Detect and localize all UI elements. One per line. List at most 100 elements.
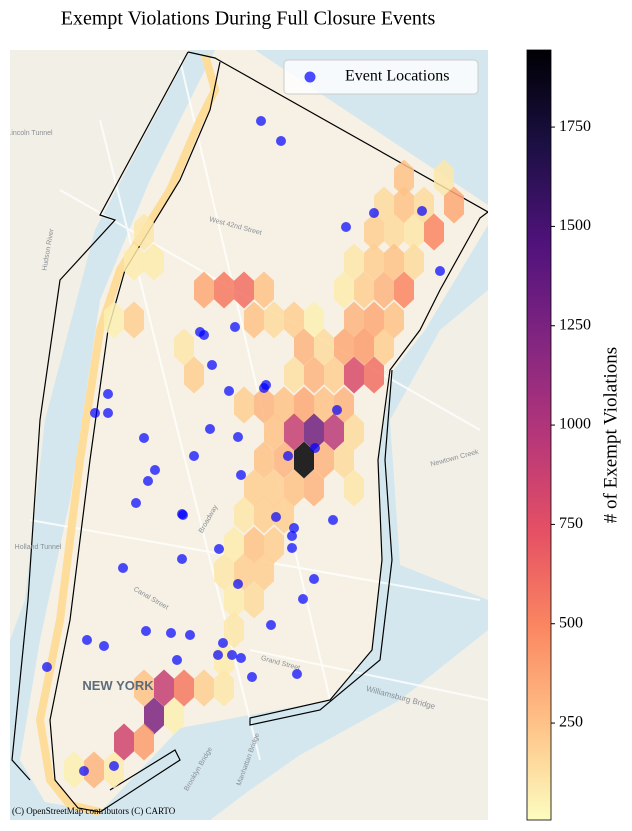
hexbin — [264, 526, 284, 564]
land-brooklyn — [210, 630, 488, 820]
hexbin — [254, 553, 274, 591]
hexbin — [134, 213, 154, 251]
event-point — [141, 626, 151, 636]
hexbin — [174, 669, 194, 707]
hexbin — [284, 356, 304, 394]
event-point — [309, 574, 319, 584]
hexbin — [254, 441, 274, 479]
hexbin — [334, 328, 354, 366]
event-point — [283, 451, 293, 461]
colorbar-tick-label: 500 — [559, 614, 583, 631]
hexbin — [304, 356, 324, 394]
basemap-label: Lincoln Tunnel — [7, 130, 53, 137]
event-point — [289, 523, 299, 533]
hexbin — [224, 611, 244, 649]
hexbin — [294, 386, 314, 424]
hexbin-layer — [64, 159, 464, 789]
hexbin — [384, 301, 404, 339]
hexbin — [254, 271, 274, 309]
hexbin — [284, 301, 304, 339]
event-points — [42, 116, 445, 776]
colorbar-ticks: 250 500 750 1000 1250 1500 1750 — [551, 118, 591, 731]
hexbin — [264, 469, 284, 507]
event-point — [131, 498, 141, 508]
hexbin — [284, 413, 304, 451]
hexbin — [394, 159, 414, 197]
event-point — [42, 662, 52, 672]
hexbin — [344, 243, 364, 281]
hexbin — [244, 301, 264, 339]
event-point — [150, 465, 160, 475]
hexbin — [124, 301, 144, 339]
hexbin — [264, 413, 284, 451]
event-point — [247, 672, 257, 682]
hexbin — [394, 271, 414, 309]
hexbin — [184, 356, 204, 394]
event-point — [185, 630, 195, 640]
zone-strip — [35, 53, 220, 816]
event-point — [178, 510, 188, 520]
hexbin — [364, 356, 384, 394]
event-point — [417, 206, 427, 216]
event-point — [310, 443, 320, 453]
event-point — [214, 544, 224, 554]
hexbin — [334, 271, 354, 309]
street — [249, 649, 488, 701]
event-point — [287, 543, 297, 553]
hexbin — [254, 496, 274, 534]
event-point — [236, 470, 246, 480]
hexbin — [124, 243, 144, 281]
event-point — [90, 408, 100, 418]
event-point — [177, 554, 187, 564]
event-point — [332, 405, 342, 415]
hexbin — [224, 581, 244, 619]
hexbin — [234, 386, 254, 424]
hexbin — [84, 751, 104, 789]
hexbin — [354, 271, 374, 309]
event-point — [369, 208, 379, 218]
hexbin — [324, 413, 344, 451]
hexbin — [304, 301, 324, 339]
hexbin — [264, 301, 284, 339]
event-point — [199, 330, 209, 340]
event-point — [341, 222, 351, 232]
colorbar-tick-label: 250 — [559, 714, 583, 731]
hexbin — [284, 469, 304, 507]
hexbin — [364, 243, 384, 281]
event-point — [103, 389, 113, 399]
hexbin — [374, 271, 394, 309]
hexbin — [404, 213, 424, 251]
hexbin — [294, 328, 314, 366]
hexbin — [144, 697, 164, 735]
hexbin — [134, 669, 154, 707]
colorbar-tick-label: 1250 — [559, 316, 591, 333]
hexbin — [144, 243, 164, 281]
hexbin — [244, 526, 264, 564]
chart-title: Exempt Violations During Full Closure Ev… — [61, 8, 436, 30]
hexbin — [64, 751, 84, 789]
event-point — [227, 650, 237, 660]
colorbar-tick-label: 1000 — [559, 416, 591, 433]
hexbin — [244, 469, 264, 507]
event-point — [189, 451, 199, 461]
basemap-label: NEW YORK — [82, 678, 154, 693]
event-point — [82, 635, 92, 645]
hexbin — [214, 553, 234, 591]
event-point — [79, 766, 89, 776]
hexbin — [324, 356, 344, 394]
hexbin — [254, 386, 274, 424]
hexbin — [374, 328, 394, 366]
hexbin — [274, 386, 294, 424]
hexbin — [174, 328, 194, 366]
hexbin — [194, 271, 214, 309]
hexbin — [154, 669, 174, 707]
event-point — [207, 360, 217, 370]
hexbin — [274, 441, 294, 479]
hexbin — [214, 669, 234, 707]
event-point — [298, 594, 308, 604]
event-point — [287, 531, 297, 541]
hexbin — [294, 441, 314, 479]
event-point — [103, 408, 113, 418]
hexbin — [314, 386, 334, 424]
event-point — [236, 653, 246, 663]
